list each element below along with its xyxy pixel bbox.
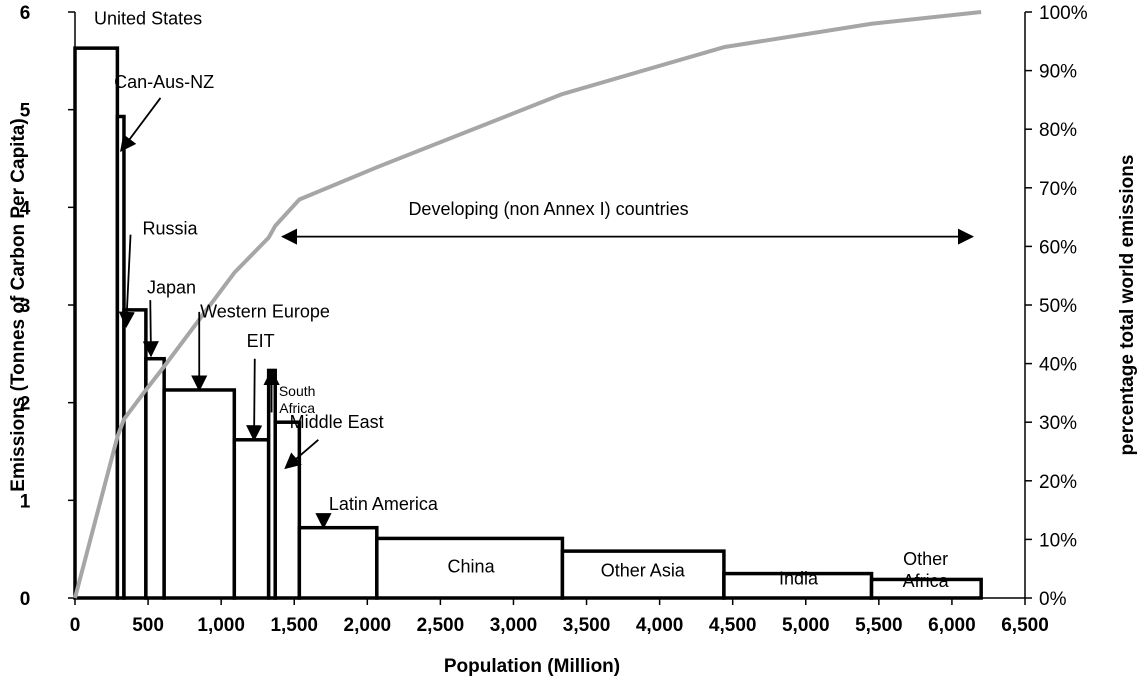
x-tick-label: 1,500 bbox=[270, 615, 318, 636]
cumulative-emissions-line bbox=[73, 10, 982, 599]
x-tick-label: 6,000 bbox=[928, 615, 976, 636]
bar-united-states bbox=[73, 46, 120, 600]
y2-axis-title: percentage total world emissions bbox=[1117, 155, 1138, 456]
annotation-can-aus-nz: Can-Aus-NZ bbox=[114, 72, 214, 92]
annotation-russia: Russia bbox=[142, 219, 198, 239]
annotation-latin-america: Latin America bbox=[329, 494, 439, 514]
bar-india bbox=[722, 571, 874, 600]
annotation-japan: Japan bbox=[147, 277, 196, 297]
y2-tick-label: 50% bbox=[1039, 296, 1077, 317]
x-tick-label: 1,000 bbox=[197, 615, 245, 636]
annotation-line: South bbox=[279, 383, 316, 399]
annotation-south-africa: South Africa bbox=[279, 383, 316, 416]
bar-western-europe bbox=[162, 388, 237, 600]
y-tick-label: 6 bbox=[20, 3, 31, 24]
tick-labels-layer: 01234560%10%20%30%40%50%60%70%80%90%100%… bbox=[20, 3, 1088, 636]
annotation-other-asia: Other Asia bbox=[601, 561, 686, 581]
y2-tick-label: 40% bbox=[1039, 355, 1077, 376]
annotation-china: China bbox=[448, 557, 496, 577]
annotation-line: Africa bbox=[279, 400, 315, 416]
annotation-middle-east: Middle East bbox=[290, 412, 384, 432]
bars-layer bbox=[73, 46, 983, 600]
x-tick-label: 2,000 bbox=[344, 615, 392, 636]
bar-other-africa bbox=[869, 577, 983, 600]
x-tick-label: 0 bbox=[70, 615, 81, 636]
bar-latin-america bbox=[297, 525, 379, 600]
annotation-line: Other bbox=[903, 549, 948, 569]
y2-tick-label: 20% bbox=[1039, 472, 1077, 493]
annotation-line: Africa bbox=[903, 571, 950, 591]
x-tick-label: 6,500 bbox=[1001, 615, 1049, 636]
leader-arrow-eit bbox=[246, 358, 263, 442]
y2-tick-label: 0% bbox=[1039, 589, 1067, 610]
x-tick-label: 4,500 bbox=[709, 615, 757, 636]
y2-tick-label: 30% bbox=[1039, 413, 1077, 434]
annotation-india: India bbox=[779, 568, 819, 588]
y2-tick-label: 80% bbox=[1039, 120, 1077, 141]
y2-tick-label: 100% bbox=[1039, 3, 1088, 24]
y2-tick-label: 10% bbox=[1039, 530, 1077, 551]
x-tick-label: 4,000 bbox=[636, 615, 684, 636]
y-tick-label: 0 bbox=[20, 589, 31, 610]
bar-eit bbox=[232, 438, 271, 600]
x-tick-label: 3,000 bbox=[490, 615, 538, 636]
x-axis-title: Population (Million) bbox=[444, 656, 620, 677]
leader-arrow-middle-east bbox=[284, 439, 319, 470]
x-tick-label: 2,500 bbox=[417, 615, 465, 636]
x-tick-label: 5,500 bbox=[855, 615, 903, 636]
y2-tick-label: 90% bbox=[1039, 62, 1077, 83]
x-tick-label: 3,500 bbox=[563, 615, 611, 636]
annotation-eit: EIT bbox=[247, 331, 275, 351]
leader-arrow-russia bbox=[118, 234, 135, 329]
y2-tick-label: 60% bbox=[1039, 237, 1077, 258]
x-tick-label: 500 bbox=[132, 615, 164, 636]
cumulative-line-layer bbox=[73, 10, 982, 599]
annotation-developing-non-annex-i-countries: Developing (non Annex I) countries bbox=[408, 199, 688, 219]
y2-tick-label: 70% bbox=[1039, 179, 1077, 200]
y-tick-label: 5 bbox=[20, 101, 31, 122]
y-tick-label: 2 bbox=[20, 394, 31, 415]
bar-japan bbox=[144, 356, 166, 600]
annotation-other-africa: Other Africa bbox=[903, 549, 950, 591]
bar-china bbox=[375, 536, 565, 600]
y-axis-title: Emissions (Tonnes of Carbon Per Capita) bbox=[8, 118, 29, 491]
leader-arrow-japan bbox=[142, 300, 159, 358]
bar-russia bbox=[122, 308, 148, 600]
x-tick-label: 5,000 bbox=[782, 615, 830, 636]
annotation-united-states: United States bbox=[94, 9, 202, 29]
y-tick-label: 1 bbox=[20, 491, 31, 512]
bar-middle-east bbox=[273, 420, 302, 600]
y-tick-label: 4 bbox=[20, 198, 31, 219]
y-tick-label: 3 bbox=[20, 296, 31, 317]
annotation-western-europe: Western Europe bbox=[200, 302, 330, 322]
leader-arrow-can-aus-nz bbox=[120, 97, 162, 152]
annotations-layer: United States Can-Aus-NZ Russia JapanWester… bbox=[94, 9, 975, 591]
